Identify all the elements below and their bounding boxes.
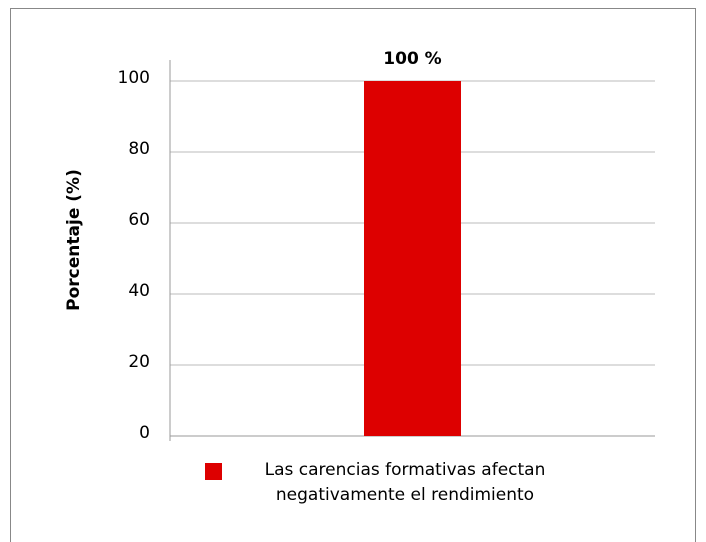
- y-tick-label: 20: [128, 352, 150, 372]
- y-axis-label: Porcentaje (%): [64, 169, 84, 311]
- y-tick-label: 80: [128, 139, 150, 159]
- y-tick-label: 60: [128, 210, 150, 230]
- frame: [10, 8, 696, 542]
- data-label: 100 %: [383, 49, 441, 69]
- legend-label: Las carencias formativas afectan negativ…: [264, 460, 546, 505]
- legend-swatch: [205, 463, 222, 480]
- y-tick-label: 100: [118, 68, 150, 88]
- bar: [364, 81, 461, 436]
- y-tick-label: 0: [139, 423, 150, 443]
- y-tick-label: 40: [128, 281, 150, 301]
